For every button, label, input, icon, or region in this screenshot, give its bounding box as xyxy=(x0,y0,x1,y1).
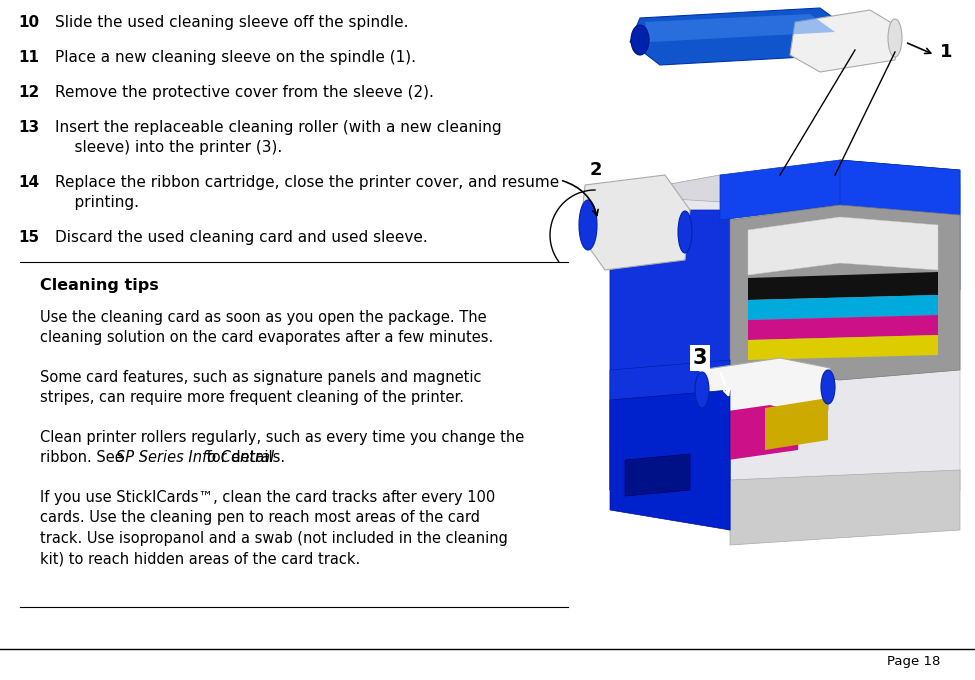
Polygon shape xyxy=(748,295,938,320)
Text: Place a new cleaning sleeve on the spindle (1).: Place a new cleaning sleeve on the spind… xyxy=(55,50,416,65)
Polygon shape xyxy=(700,358,830,422)
Polygon shape xyxy=(748,315,938,340)
Ellipse shape xyxy=(695,372,709,408)
Text: Use the cleaning card as soon as you open the package. The
cleaning solution on : Use the cleaning card as soon as you ope… xyxy=(40,310,493,345)
Polygon shape xyxy=(748,272,938,300)
Text: Page 18: Page 18 xyxy=(886,654,940,668)
Bar xyxy=(578,5,968,550)
Text: Remove the protective cover from the sleeve (2).: Remove the protective cover from the sle… xyxy=(55,85,434,100)
Polygon shape xyxy=(645,14,835,42)
Ellipse shape xyxy=(678,211,692,253)
Polygon shape xyxy=(610,175,960,210)
Polygon shape xyxy=(610,360,730,530)
Ellipse shape xyxy=(821,370,835,404)
Polygon shape xyxy=(610,210,730,530)
Polygon shape xyxy=(625,454,690,496)
Polygon shape xyxy=(840,160,960,290)
Polygon shape xyxy=(730,470,960,545)
Polygon shape xyxy=(790,10,900,72)
Polygon shape xyxy=(748,335,938,360)
Text: Cleaning tips: Cleaning tips xyxy=(40,278,159,293)
Text: for details.: for details. xyxy=(202,450,285,465)
Ellipse shape xyxy=(888,19,902,57)
Polygon shape xyxy=(630,8,850,65)
Text: 11: 11 xyxy=(18,50,39,65)
Ellipse shape xyxy=(579,200,597,250)
Text: 10: 10 xyxy=(18,15,39,30)
Text: 2: 2 xyxy=(590,161,603,179)
Text: 15: 15 xyxy=(18,230,39,245)
Polygon shape xyxy=(610,175,960,525)
Text: SP Series Info Central: SP Series Info Central xyxy=(116,450,274,465)
Text: 3: 3 xyxy=(693,348,707,368)
Text: Discard the used cleaning card and used sleeve.: Discard the used cleaning card and used … xyxy=(55,230,428,245)
Text: 13: 13 xyxy=(18,120,39,135)
Text: Some card features, such as signature panels and magnetic
stripes, can require m: Some card features, such as signature pa… xyxy=(40,370,482,405)
Polygon shape xyxy=(580,175,690,270)
Text: Replace the ribbon cartridge, close the printer cover, and resume
    printing.: Replace the ribbon cartridge, close the … xyxy=(55,175,560,210)
Text: 12: 12 xyxy=(18,85,39,100)
Polygon shape xyxy=(730,205,960,380)
Text: 14: 14 xyxy=(18,175,39,190)
Polygon shape xyxy=(765,398,828,450)
Text: If you use StickICards™, clean the card tracks after every 100
cards. Use the cl: If you use StickICards™, clean the card … xyxy=(40,490,508,566)
Polygon shape xyxy=(610,390,730,530)
Ellipse shape xyxy=(631,25,649,55)
Text: Slide the used cleaning sleeve off the spindle.: Slide the used cleaning sleeve off the s… xyxy=(55,15,409,30)
Text: Insert the replaceable cleaning roller (with a new cleaning
    sleeve) into the: Insert the replaceable cleaning roller (… xyxy=(55,120,501,156)
Polygon shape xyxy=(720,160,960,220)
Polygon shape xyxy=(748,217,938,275)
Text: Clean printer rollers regularly, such as every time you change the
ribbon. See: Clean printer rollers regularly, such as… xyxy=(40,430,525,465)
Polygon shape xyxy=(700,405,800,460)
Text: 1: 1 xyxy=(940,43,953,61)
